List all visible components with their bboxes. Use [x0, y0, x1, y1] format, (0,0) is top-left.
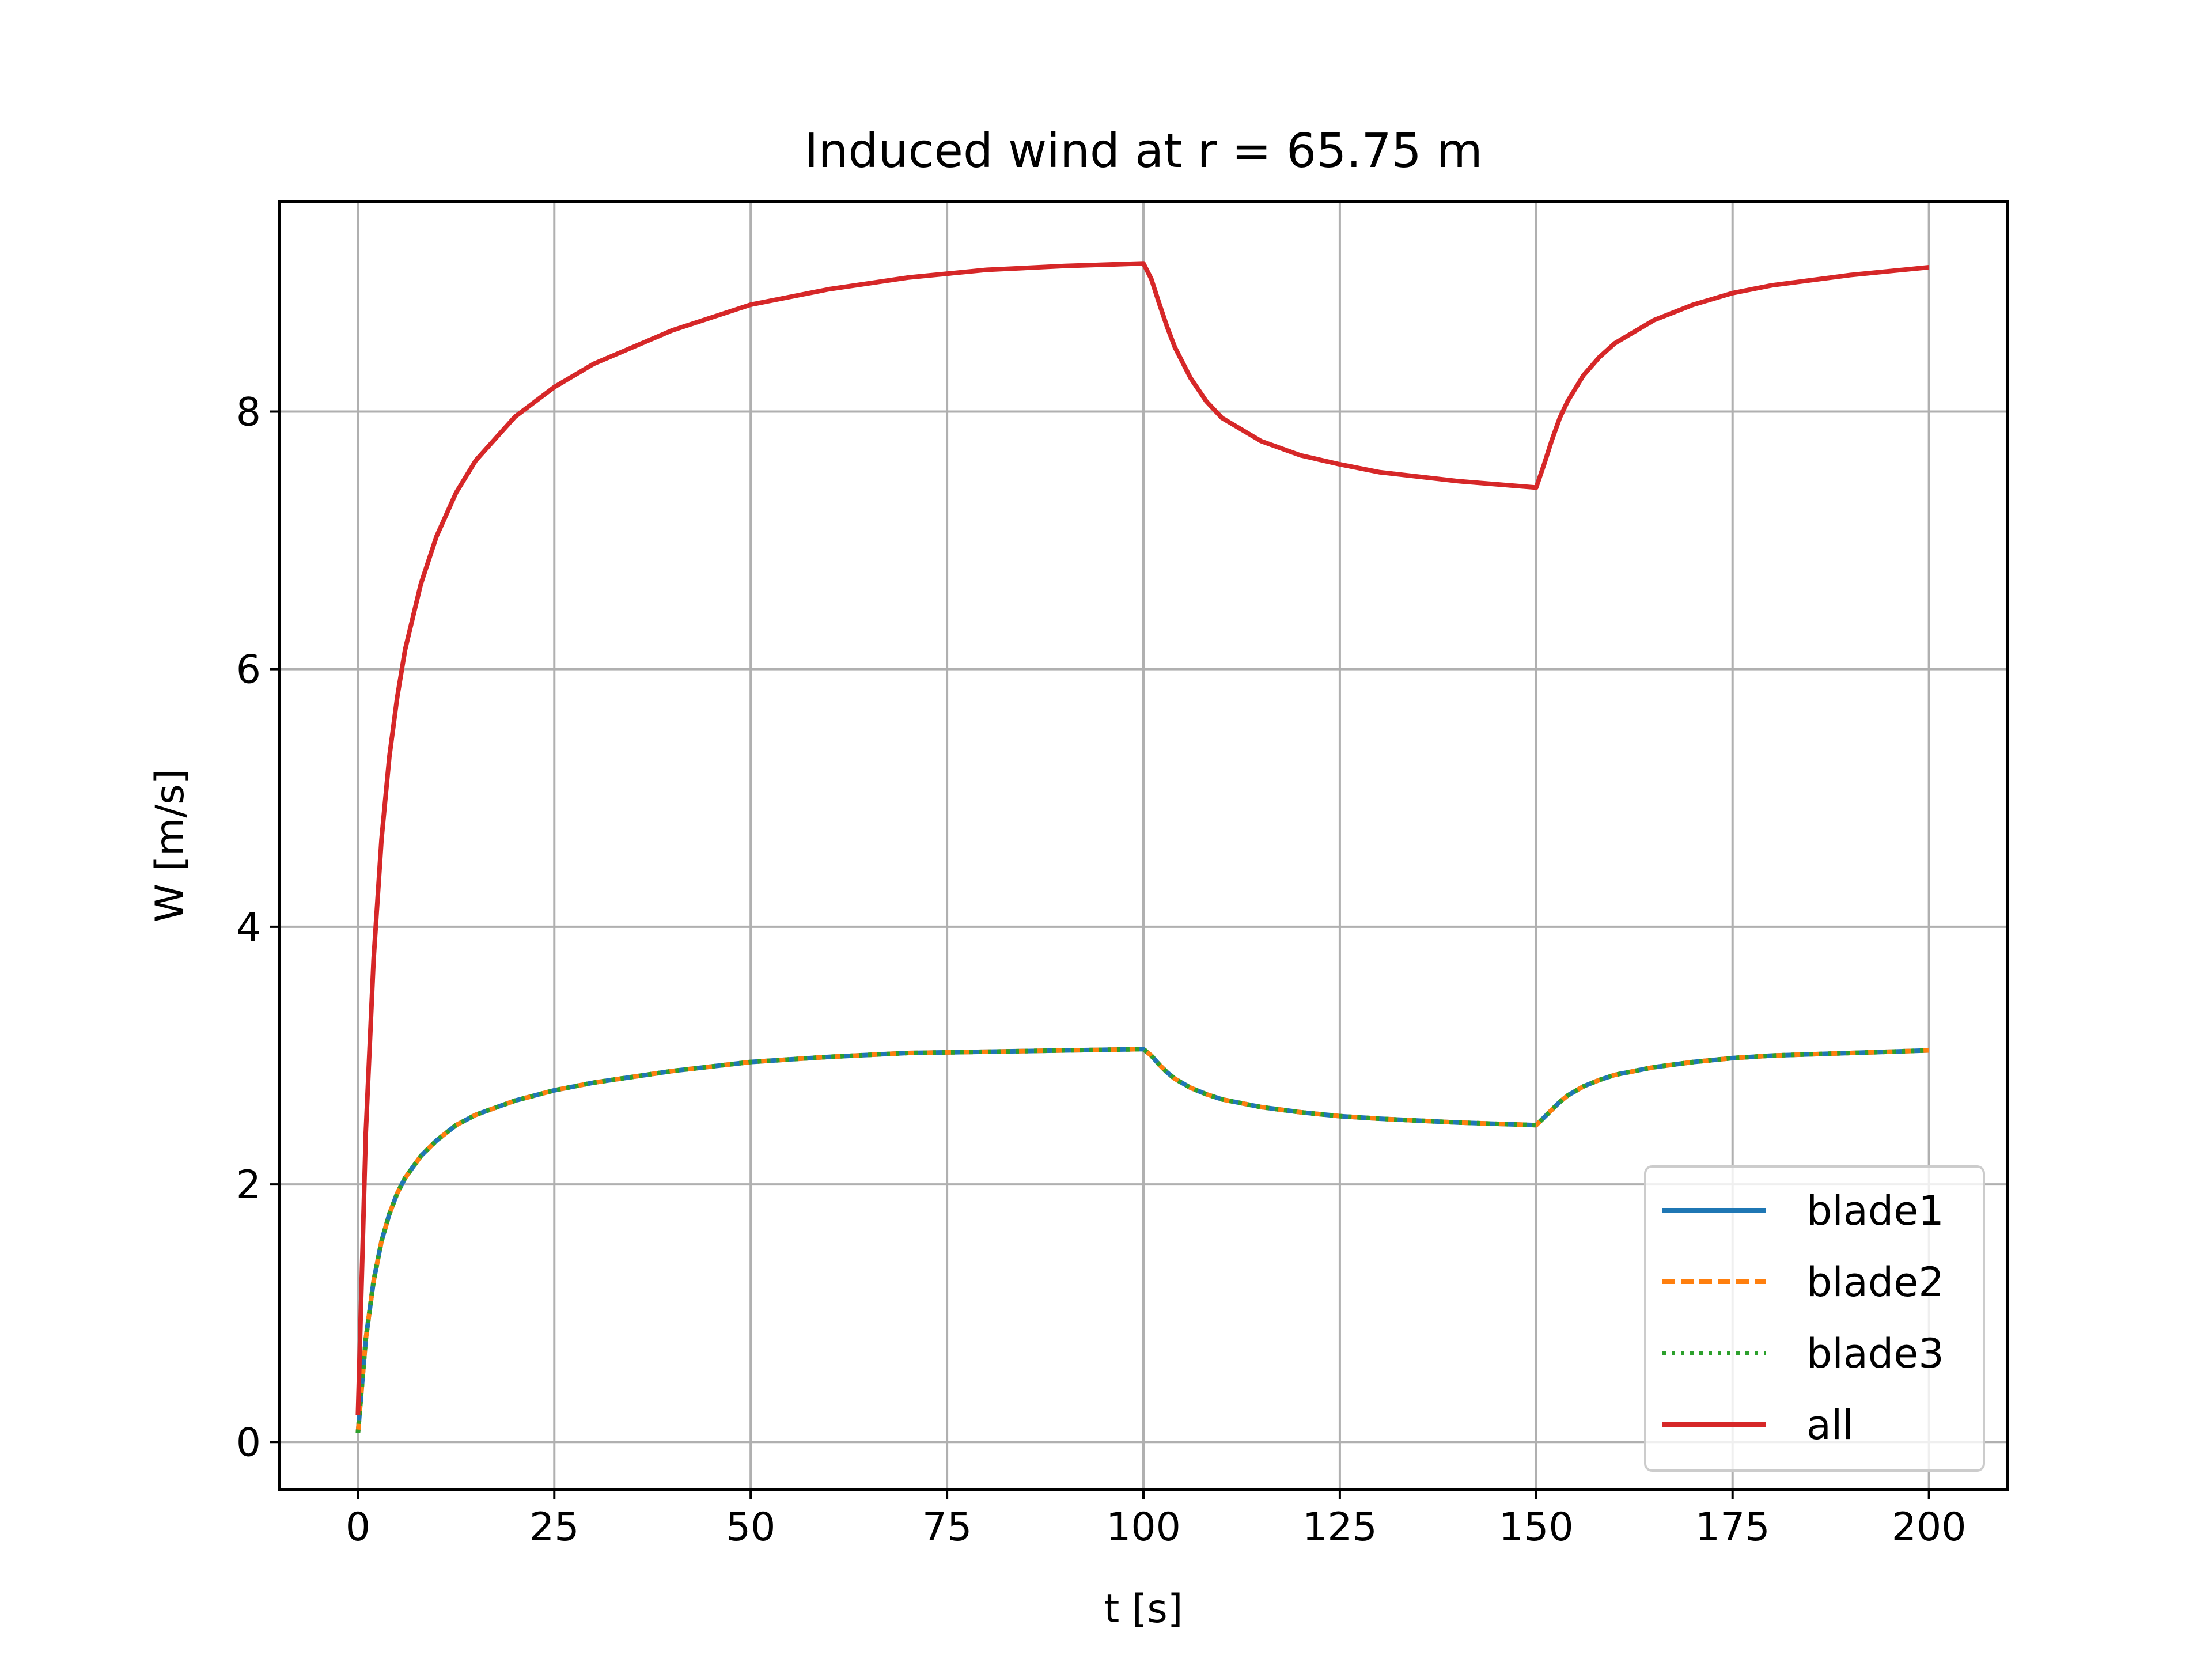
plot-lines: [355, 261, 1929, 1433]
series-line-blade2: [355, 1047, 1929, 1433]
legend-label-all: all: [1806, 1402, 1854, 1449]
x-tick-label: 75: [922, 1505, 972, 1550]
legend: blade1 blade2 blade3 all: [1644, 1165, 1985, 1472]
y-tick-label: 4: [236, 905, 261, 950]
x-tick-label: 200: [1892, 1505, 1967, 1550]
x-tick-label: 150: [1499, 1505, 1574, 1550]
x-tick-label: 50: [726, 1505, 776, 1550]
y-tick-label: 8: [236, 389, 261, 435]
x-tick-label: 0: [346, 1505, 370, 1550]
x-axis-label: t [s]: [1104, 1586, 1183, 1632]
chart-title: Induced wind at r = 65.75 m: [804, 124, 1482, 179]
y-axis-label: W [m/s]: [147, 769, 193, 923]
y-tick-label: 0: [236, 1420, 261, 1465]
y-tick-label: 2: [236, 1162, 261, 1208]
legend-label-blade1: blade1: [1806, 1187, 1944, 1234]
x-tick-label: 175: [1695, 1505, 1770, 1550]
x-tick-label: 100: [1106, 1505, 1181, 1550]
plot-frame: [278, 200, 2009, 1491]
x-tick-label: 125: [1302, 1505, 1377, 1550]
y-ticks: 0 2 4 6 8: [236, 389, 279, 1465]
y-tick-label: 6: [236, 647, 261, 693]
legend-label-blade2: blade2: [1806, 1259, 1944, 1306]
x-ticks: 0 25 50 75 100 125 150 175 200: [346, 1490, 1967, 1550]
legend-box: [1644, 1165, 1985, 1472]
legend-label-blade3: blade3: [1806, 1330, 1944, 1377]
series-line-all: [355, 261, 1929, 1415]
x-tick-label: 25: [529, 1505, 579, 1550]
